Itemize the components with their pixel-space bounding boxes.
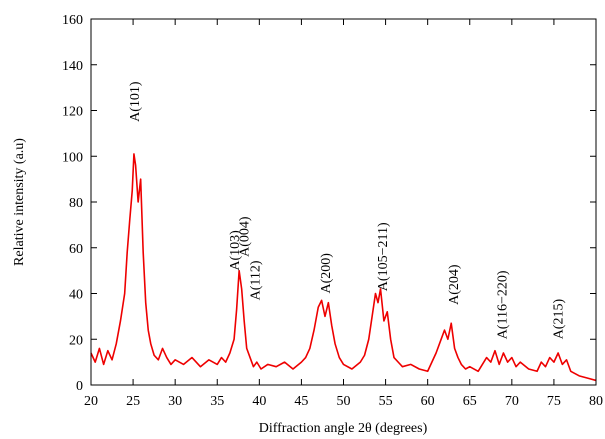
y-tick-label: 120 bbox=[62, 105, 83, 120]
y-axis-title: Relative intensity (a.u) bbox=[12, 138, 27, 266]
x-tick-label: 30 bbox=[168, 394, 182, 409]
annotation-layer: A(101) A(103)A(004) A(112) A(200) A(105−211)… bbox=[128, 81, 566, 339]
y-tick-label: 0 bbox=[76, 379, 83, 394]
y-tick-label: 140 bbox=[62, 59, 83, 74]
peak-label: A(101) bbox=[128, 81, 143, 122]
peak-label: A(103) bbox=[228, 230, 243, 271]
y-tick-label: 80 bbox=[69, 196, 83, 211]
x-tick-label: 25 bbox=[126, 394, 140, 409]
x-tick-label: 35 bbox=[210, 394, 224, 409]
x-tick-label: 80 bbox=[589, 394, 603, 409]
tick-layer: 20 25 30 35 40 45 50 55 60 65 70 75 8002040608010012… bbox=[62, 13, 603, 409]
peak-label: A(200) bbox=[319, 253, 334, 294]
x-tick-label: 70 bbox=[505, 394, 519, 409]
x-tick-label: 60 bbox=[421, 394, 435, 409]
peak-label: A(116−220) bbox=[496, 270, 511, 339]
y-tick-label: 20 bbox=[69, 333, 83, 348]
series-layer bbox=[90, 153, 597, 382]
peak-label: A(112) bbox=[248, 260, 263, 300]
x-tick-label: 65 bbox=[463, 394, 477, 409]
x-axis-title: Diffraction angle 2θ (degrees) bbox=[259, 421, 428, 436]
y-tick-label: 60 bbox=[69, 242, 83, 257]
x-tick-label: 45 bbox=[294, 394, 308, 409]
plot-frame bbox=[90, 18, 597, 386]
peak-label: A(215) bbox=[551, 299, 566, 340]
peak-label: A(105−211) bbox=[376, 222, 391, 291]
x-tick-label: 20 bbox=[84, 394, 98, 409]
y-tick-label: 40 bbox=[69, 288, 83, 303]
y-tick-label: 160 bbox=[62, 13, 83, 28]
x-tick-label: 40 bbox=[252, 394, 266, 409]
peak-label: A(204) bbox=[447, 264, 462, 305]
y-tick-label: 100 bbox=[62, 150, 83, 165]
peak-label: A(004) bbox=[237, 216, 252, 257]
x-tick-label: 55 bbox=[379, 394, 393, 409]
x-tick-label: 75 bbox=[547, 394, 561, 409]
series-line-0 bbox=[90, 153, 597, 382]
x-tick-label: 50 bbox=[337, 394, 351, 409]
